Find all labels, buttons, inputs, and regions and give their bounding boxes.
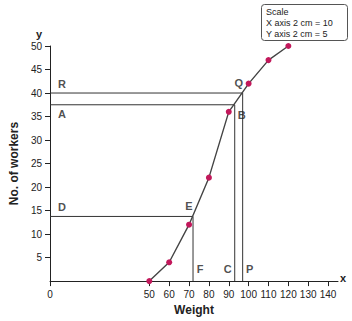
svg-text:C: C — [224, 263, 232, 275]
svg-text:10: 10 — [31, 229, 43, 240]
svg-text:20: 20 — [31, 182, 43, 193]
svg-text:B: B — [238, 109, 246, 121]
svg-text:Y axis 2 cm = 5: Y axis 2 cm = 5 — [266, 29, 328, 39]
svg-text:P: P — [246, 263, 253, 275]
svg-text:x: x — [340, 272, 347, 284]
svg-text:No. of workers: No. of workers — [7, 122, 21, 206]
svg-text:y: y — [36, 28, 43, 40]
svg-text:140: 140 — [320, 289, 337, 300]
svg-text:25: 25 — [31, 158, 43, 169]
svg-text:50: 50 — [31, 41, 43, 52]
svg-text:50: 50 — [144, 289, 156, 300]
svg-text:90: 90 — [223, 289, 235, 300]
svg-text:A: A — [58, 108, 66, 120]
svg-text:40: 40 — [31, 88, 43, 99]
svg-text:Scale: Scale — [266, 7, 289, 17]
svg-text:Weight: Weight — [174, 303, 214, 317]
svg-text:R: R — [58, 78, 66, 90]
svg-text:D: D — [58, 201, 66, 213]
svg-text:70: 70 — [183, 289, 195, 300]
svg-text:30: 30 — [31, 135, 43, 146]
svg-text:110: 110 — [261, 289, 277, 300]
svg-text:80: 80 — [203, 289, 215, 300]
svg-text:5: 5 — [36, 252, 42, 263]
svg-text:100: 100 — [240, 289, 257, 300]
svg-text:15: 15 — [31, 205, 43, 216]
svg-text:F: F — [197, 263, 204, 275]
svg-text:120: 120 — [280, 289, 297, 300]
svg-text:Q: Q — [234, 77, 243, 89]
svg-text:60: 60 — [164, 289, 176, 300]
svg-text:45: 45 — [31, 64, 43, 75]
svg-text:0: 0 — [47, 289, 53, 300]
svg-text:35: 35 — [31, 111, 43, 122]
svg-text:E: E — [185, 200, 192, 212]
svg-text:X axis 2 cm = 10: X axis 2 cm = 10 — [266, 18, 333, 28]
svg-text:130: 130 — [300, 289, 317, 300]
